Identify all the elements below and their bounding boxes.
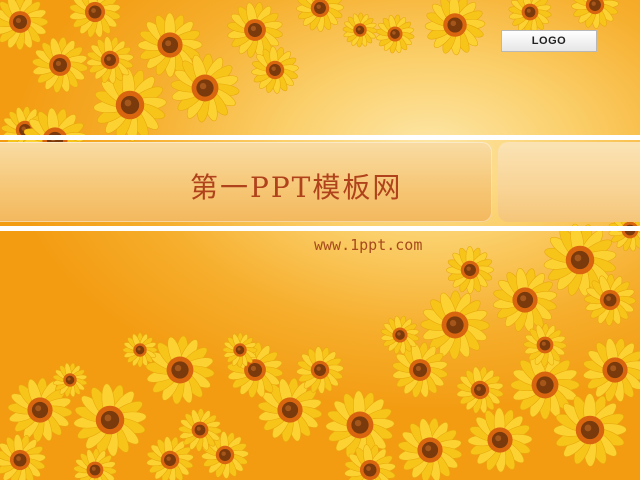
sunflower (73, 383, 147, 457)
sunflower (523, 323, 567, 367)
sunflower (227, 2, 283, 58)
sunflower (7, 377, 73, 443)
sunflower (508, 0, 552, 34)
sunflower (380, 315, 420, 355)
sunflower (397, 417, 463, 480)
sunflower (392, 342, 448, 398)
banner-top-line (0, 135, 640, 140)
sunflower (178, 408, 222, 452)
sunflower (553, 393, 627, 467)
sunflower (86, 36, 134, 84)
sunflower (201, 431, 249, 479)
sunflower (584, 274, 636, 326)
sunflower (257, 377, 323, 443)
sunflower (446, 246, 494, 294)
sunflower (73, 448, 117, 480)
sunflower (222, 332, 258, 368)
sunflower (170, 53, 240, 123)
sunflower (467, 407, 533, 473)
sunflower (137, 12, 203, 78)
logo-placeholder: LOGO (501, 30, 597, 52)
sunflower (583, 338, 640, 402)
sunflower (420, 290, 490, 360)
sunflower (375, 14, 415, 54)
sunflower (543, 223, 617, 297)
title-banner (0, 142, 492, 222)
sunflower (32, 37, 88, 93)
sunflower (344, 444, 396, 480)
slide-title: 第一PPT模板网 (190, 171, 403, 204)
website-url: www.1ppt.com (314, 236, 423, 254)
sunflower (0, 0, 49, 51)
sunflower (145, 335, 215, 405)
sunflower (122, 332, 158, 368)
sunflower (52, 362, 88, 398)
logo-label: LOGO (531, 35, 567, 47)
side-banner (498, 142, 640, 222)
sunflower (456, 366, 504, 414)
sunflower (146, 436, 194, 480)
sunflower (424, 0, 486, 56)
sunflower (251, 46, 299, 94)
sunflower (296, 346, 344, 394)
sunflower (93, 68, 167, 142)
sunflower (342, 12, 378, 48)
sunflower (493, 268, 557, 332)
sunflower (0, 434, 46, 480)
sunflower (69, 0, 121, 38)
banner-bottom-line (0, 226, 640, 231)
sunflower (571, 0, 619, 29)
sunflower (325, 390, 395, 460)
sunflower (296, 0, 344, 32)
